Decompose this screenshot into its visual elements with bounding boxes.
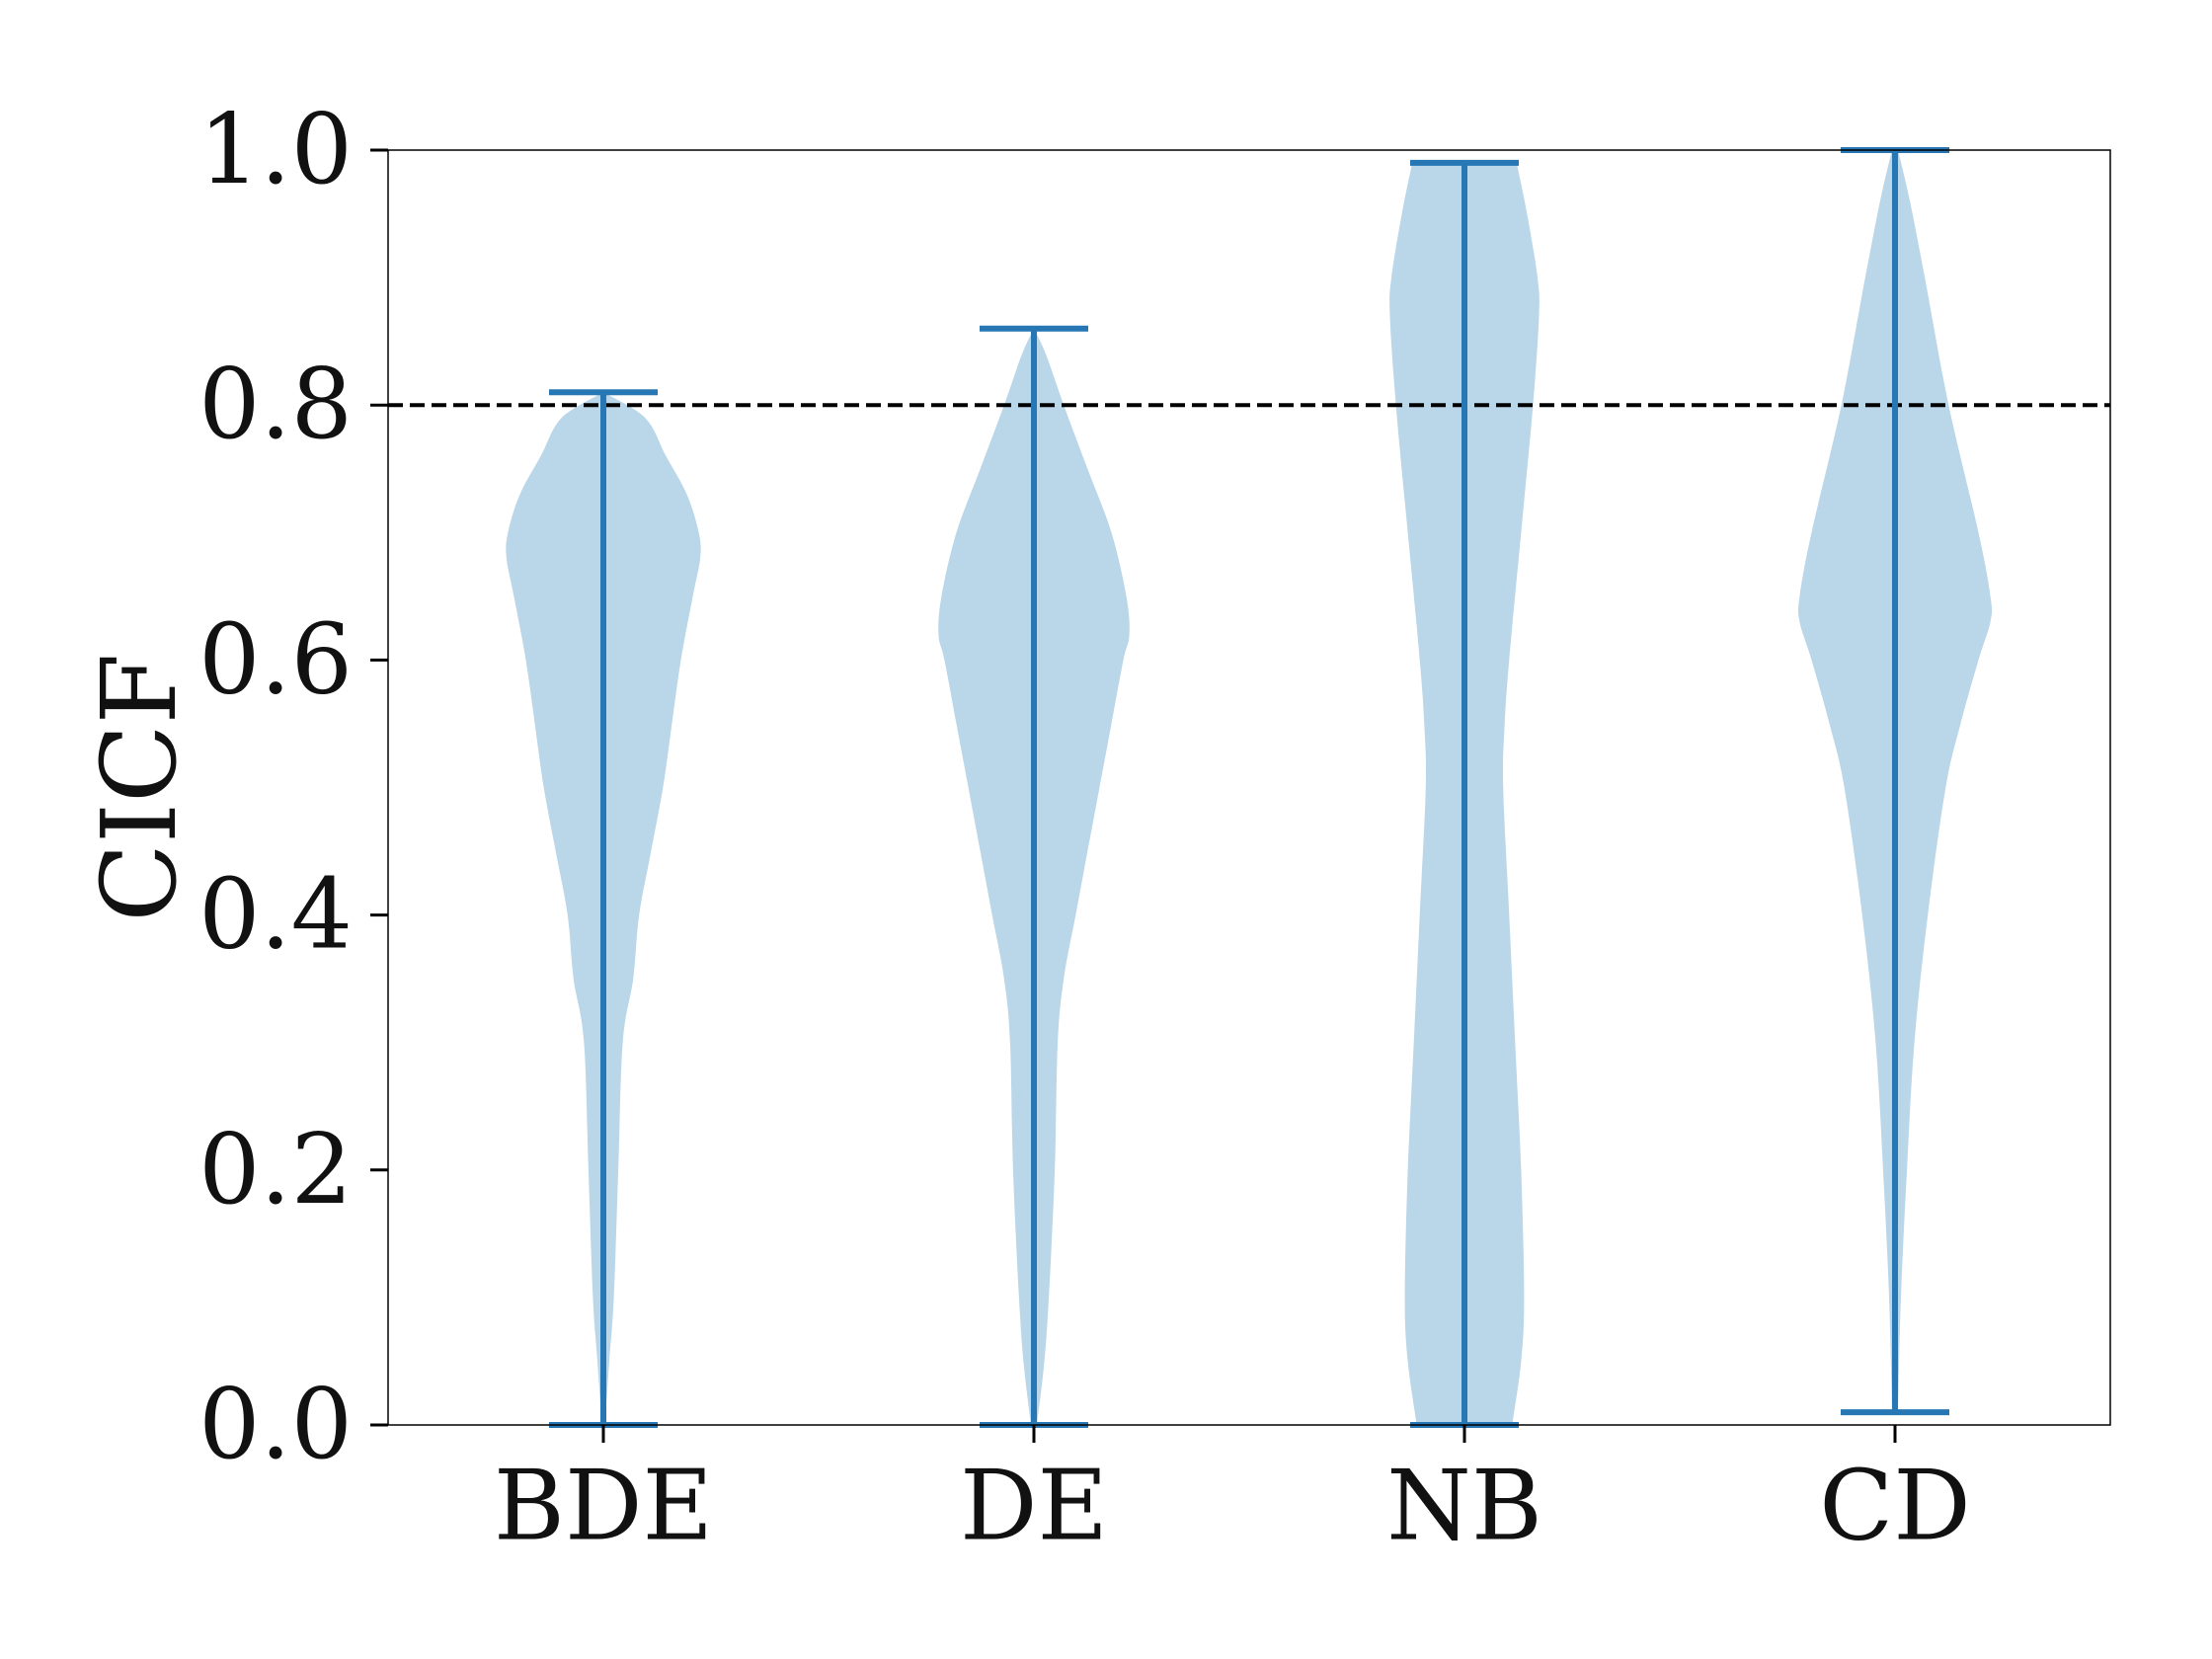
- y-tick-label: 0.4: [198, 859, 353, 972]
- x-tick-label: DE: [960, 1451, 1108, 1563]
- plot-area-frame: [387, 149, 2111, 1426]
- y-axis-label: CICF: [79, 653, 199, 921]
- y-tick-label: 0.8: [198, 349, 353, 461]
- x-tick-label: BDE: [494, 1451, 713, 1563]
- x-tick-label: NB: [1386, 1451, 1542, 1563]
- y-tick-label: 0.0: [198, 1369, 353, 1481]
- y-tick-label: 0.2: [198, 1114, 353, 1226]
- x-tick-label: CD: [1819, 1451, 1971, 1563]
- y-tick-label: 1.0: [198, 94, 353, 206]
- y-axis: 0.0 0.2 0.4 0.6 0.8 1.0: [198, 94, 388, 1481]
- violin-lines: [549, 147, 1949, 1428]
- x-axis: BDE DE NB CD: [494, 1425, 1971, 1563]
- violin-bodies: [506, 150, 1993, 1426]
- y-tick-label: 0.6: [198, 603, 353, 716]
